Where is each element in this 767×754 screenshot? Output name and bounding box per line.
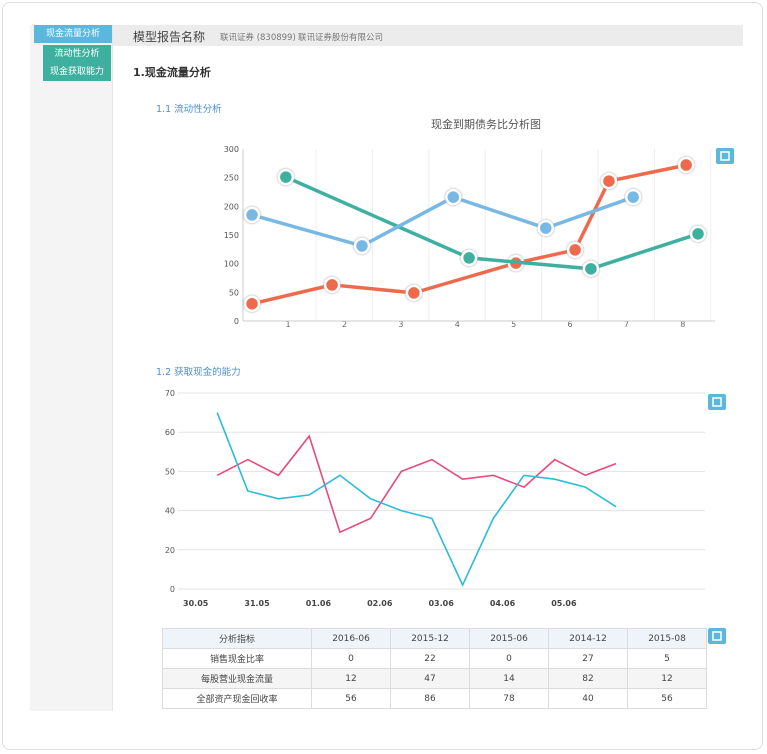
- y-tick-label: 50: [165, 467, 175, 476]
- table-cell: 每股营业现金流量: [162, 668, 312, 689]
- point: [445, 188, 462, 206]
- subsection-title: 1.1 流动性分析: [156, 104, 222, 115]
- save-icon[interactable]: [708, 394, 726, 410]
- y-tick-label: 40: [165, 507, 175, 516]
- chart-title: 现金到期债务比分析图: [431, 117, 541, 131]
- point: [277, 168, 295, 186]
- header-bar: [113, 25, 743, 46]
- table-cell: 2015-08: [627, 628, 707, 649]
- y-tick-label: 50: [229, 288, 239, 297]
- point: [353, 237, 371, 255]
- point: [405, 284, 423, 302]
- x-tick-label: 05.06: [551, 599, 577, 608]
- point: [582, 260, 600, 278]
- x-tick-label: 4: [455, 320, 460, 329]
- table-cell: 56: [311, 688, 391, 709]
- x-tick-label: 01.06: [306, 599, 332, 608]
- point: [243, 206, 261, 224]
- table-cell: 47: [390, 668, 470, 689]
- x-tick-label: 1: [286, 320, 291, 329]
- save-icon[interactable]: [708, 628, 726, 644]
- nav-item[interactable]: 现金流量分析: [34, 25, 112, 43]
- table-cell: 12: [627, 668, 707, 689]
- x-tick-label: 3: [398, 320, 403, 329]
- y-tick-label: 70: [165, 389, 175, 398]
- nav-item[interactable]: 现金获取能力: [43, 63, 111, 81]
- x-tick-label: 5: [511, 320, 516, 329]
- table-cell: 全部资产现金回收率: [162, 688, 312, 709]
- table-cell: 82: [548, 668, 628, 689]
- nav-item[interactable]: 流动性分析: [43, 45, 111, 63]
- x-tick-label: 30.05: [183, 599, 209, 608]
- subsection-title: 1.2 获取现金的能力: [156, 367, 241, 378]
- series-line: [285, 175, 699, 271]
- series-line: [216, 434, 617, 534]
- table-cell: 2015-12: [390, 628, 470, 649]
- point: [600, 172, 618, 190]
- x-tick-label: 7: [624, 320, 629, 329]
- section-title: 1.现金流量分析: [133, 66, 211, 79]
- point: [243, 295, 261, 313]
- y-tick-label: 150: [224, 231, 239, 240]
- point: [537, 219, 555, 237]
- series-line: [251, 195, 634, 248]
- x-tick-label: 6: [567, 320, 572, 329]
- x-tick-label: 31.05: [244, 599, 270, 608]
- table-row: 分析指标 2016-06 2015-12 2015-06 2014-12 2015-08: [162, 628, 707, 649]
- table-cell: 2015-06: [469, 628, 549, 649]
- table-cell: 分析指标: [162, 628, 312, 649]
- y-tick-label: 60: [165, 428, 175, 437]
- y-tick-label: 0: [170, 585, 175, 594]
- table-cell: 2014-12: [548, 628, 628, 649]
- report-title: 模型报告名称: [133, 30, 206, 44]
- point: [323, 276, 341, 294]
- point: [460, 249, 478, 267]
- x-tick-label: 04.06: [490, 599, 516, 608]
- stock-code: 联讯证券 (830899): [220, 33, 296, 43]
- table-row: 销售现金比率 0 22 0 27 5: [162, 648, 707, 669]
- x-tick-label: 8: [680, 320, 685, 329]
- point: [624, 188, 642, 206]
- y-tick-label: 0: [234, 317, 239, 326]
- y-tick-label: 300: [224, 145, 239, 154]
- y-tick-label: 200: [224, 202, 239, 211]
- x-tick-label: 02.06: [367, 599, 393, 608]
- series-line: [216, 412, 617, 588]
- point: [566, 241, 584, 259]
- point: [677, 156, 695, 174]
- y-tick-label: 250: [224, 174, 239, 183]
- save-icon[interactable]: [716, 148, 734, 164]
- y-tick-label: 100: [224, 260, 239, 269]
- point: [689, 225, 707, 243]
- sidebar: [30, 25, 113, 711]
- table-row: 全部资产现金回收率 56 86 78 40 56: [162, 688, 707, 709]
- y-tick-label: 20: [165, 546, 175, 555]
- table-cell: 56: [627, 688, 707, 709]
- company: 联讯证券股份有限公司: [298, 33, 384, 43]
- x-tick-label: 2: [342, 320, 347, 329]
- data-table: 分析指标 2016-06 2015-12 2015-06 2014-12 2015-08 销…: [162, 628, 707, 709]
- x-tick-label: 03.06: [428, 599, 454, 608]
